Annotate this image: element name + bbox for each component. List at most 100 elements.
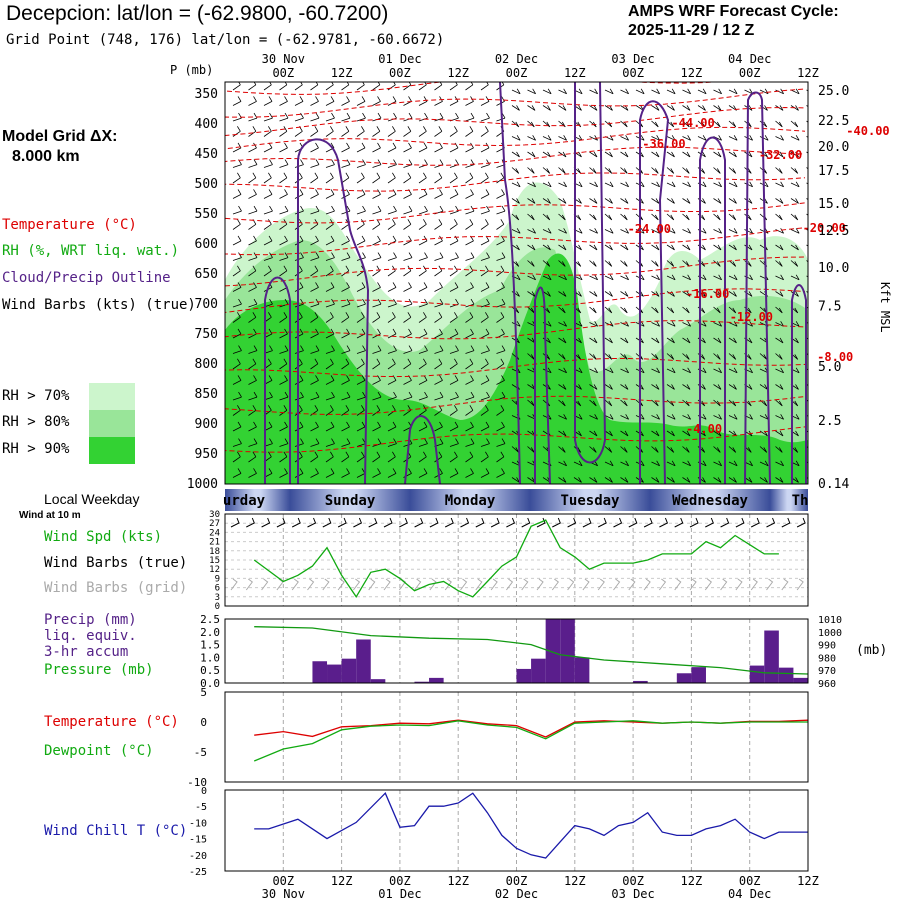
wind-barb (465, 358, 474, 370)
wind-barb (310, 189, 319, 199)
wind-barb (496, 451, 505, 463)
wind-barb (775, 198, 784, 204)
wind-barb (496, 312, 505, 323)
wind-barb (589, 367, 598, 374)
wind-barb (465, 112, 475, 122)
wind-barb (325, 126, 334, 137)
wind-barb (465, 391, 475, 401)
wind-barb (403, 126, 412, 137)
legend-wind-barbs: Wind Barbs (kts) (true) (2, 297, 196, 313)
wind-barb (558, 88, 567, 95)
wind-barb (341, 126, 350, 137)
grid-wind-barb (735, 578, 743, 591)
grid-wind-barb (490, 578, 498, 591)
height-tick: 5.0 (818, 360, 841, 375)
precip-bar (676, 673, 692, 683)
wind-barb (449, 189, 459, 199)
wind-barb (403, 219, 412, 230)
precip-tick: 0.5 (200, 664, 220, 677)
top-time-tick: 12Z (447, 66, 469, 80)
grid-point-subtitle: Grid Point (748, 176) lat/lon = (-62.978… (6, 32, 445, 48)
wind-barb (682, 198, 691, 204)
wind-barb (558, 181, 567, 188)
bottom-time-tick: 12Z (331, 874, 353, 888)
surface-wind-barb (567, 517, 577, 528)
cloud-outline (297, 138, 370, 484)
wind-barb (387, 252, 397, 261)
wind-barb (511, 244, 520, 251)
forecast-cycle-value: 2025-11-29 / 12 Z (628, 22, 755, 39)
wind-barb (713, 430, 722, 437)
wind-barb (232, 235, 242, 246)
precip-bar (633, 680, 648, 683)
wind-barb (589, 181, 598, 188)
wind-barb (465, 172, 474, 184)
wind-barb (542, 213, 551, 221)
wind-barb (418, 438, 428, 447)
wind-barb (527, 353, 535, 360)
surface-wind-barb (674, 517, 684, 528)
wind-barb (418, 328, 428, 339)
wind-barb (418, 142, 428, 153)
top-time-tick: 12Z (797, 66, 819, 80)
wind-barb (713, 414, 722, 420)
surface-wind-barb (246, 517, 255, 528)
wind-barb (480, 438, 490, 447)
grid-wind-barb (750, 578, 758, 591)
surface-wind-barb (781, 517, 791, 528)
legend-temperature-2: Temperature (°C) (44, 714, 179, 730)
pressure-tick-right: 970 (818, 666, 836, 677)
wind-barb (682, 337, 691, 344)
wind-barb (682, 88, 691, 95)
wind-barb (248, 159, 258, 168)
wind-barb (480, 405, 489, 416)
bottom-date-label: 01 Dec (378, 887, 421, 900)
wind-barb (403, 235, 412, 246)
wind-barb (651, 167, 659, 174)
wind-barb (279, 358, 288, 370)
wind-barb (372, 438, 382, 447)
height-tick: 17.5 (818, 164, 849, 179)
wind-barb (775, 477, 784, 483)
wind-barb (248, 345, 258, 354)
wind-barb (325, 358, 334, 370)
wind-barb (449, 468, 459, 478)
wind-barb (651, 151, 660, 158)
wind-barb (713, 477, 722, 483)
wind-barb (728, 228, 738, 234)
wind-barb (666, 228, 676, 234)
wind-barb (341, 159, 351, 168)
wind-barb (325, 421, 335, 432)
pressure-tick: 700 (195, 297, 218, 312)
wind-barb (325, 375, 335, 385)
bottom-time-tick: 00Z (389, 874, 411, 888)
pressure-tick: 950 (195, 447, 218, 462)
wind-barb (589, 337, 598, 344)
wind-barb (620, 120, 628, 128)
wind-barb (248, 312, 257, 323)
wind-barb (418, 282, 428, 292)
wind-barb (418, 189, 428, 199)
wind-barb (604, 244, 613, 251)
wind-barb (666, 167, 675, 174)
wind-barb (341, 345, 351, 354)
grid-wind-barb (796, 578, 804, 591)
wind-barb (713, 460, 722, 467)
wind-barb (697, 88, 707, 95)
wind-barb (759, 88, 769, 95)
wind-barb (356, 405, 365, 416)
surface-wind-barb (383, 517, 393, 528)
wind-barb (713, 167, 721, 174)
wind-barb (279, 159, 289, 168)
wind-barb (279, 126, 288, 137)
wind-barb (496, 468, 505, 478)
wind-barb (728, 399, 737, 407)
cross-section-frame (224, 81, 809, 485)
wind-barb (372, 126, 381, 137)
legend-rh: RH (%, WRT liq. wat.) (2, 243, 180, 259)
chill-tick: -15 (189, 835, 207, 846)
wind-barb (387, 312, 396, 323)
wind-barb (682, 477, 691, 483)
wind-barb (573, 460, 583, 467)
wind-barb (387, 126, 396, 137)
